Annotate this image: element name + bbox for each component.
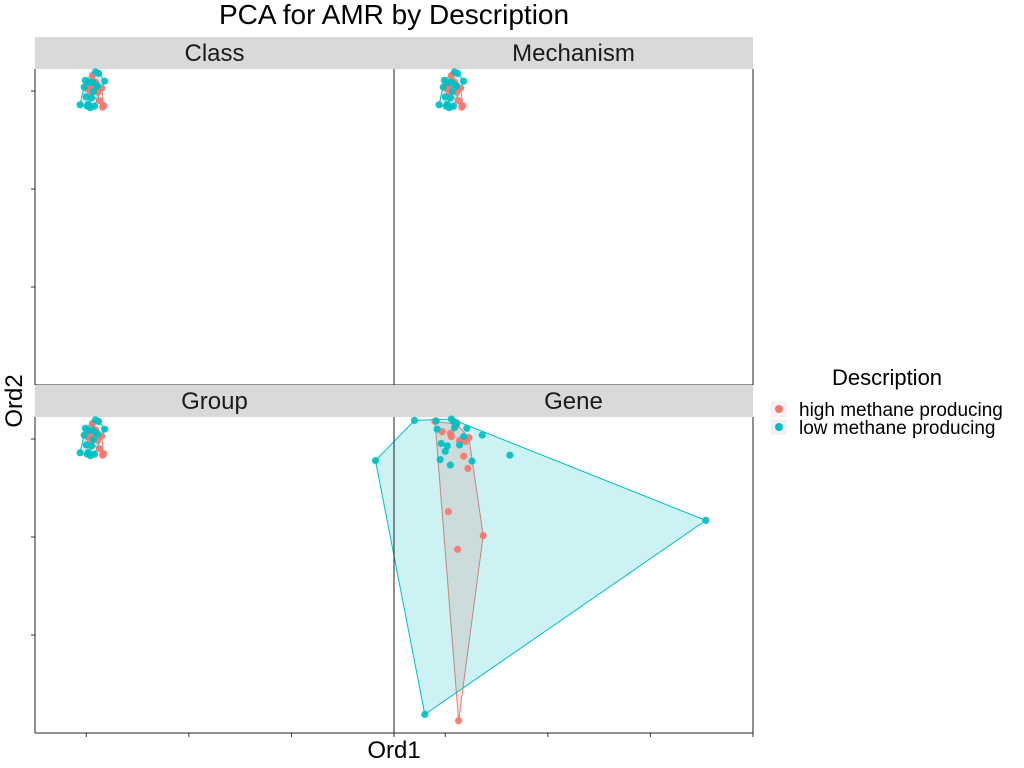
point-group-high xyxy=(96,445,104,453)
strip-group xyxy=(35,385,394,417)
point-group-low xyxy=(92,429,101,437)
point-group-low xyxy=(101,425,109,433)
point-mechanism-low xyxy=(439,83,447,91)
point-gene-low xyxy=(436,456,444,464)
point-mechanism-low xyxy=(435,101,443,109)
point-gene-high xyxy=(454,545,462,553)
point-gene-high xyxy=(447,433,455,441)
point-gene-low xyxy=(441,447,449,455)
point-gene-low xyxy=(371,457,380,465)
point-mechanism-low xyxy=(441,93,449,101)
point-gene-high xyxy=(464,464,472,472)
chart-title: PCA for AMR by Description xyxy=(219,0,569,30)
point-gene-low xyxy=(478,431,486,439)
point-gene-low xyxy=(456,441,464,449)
point-gene-high xyxy=(444,508,452,516)
point-gene-low xyxy=(443,442,451,450)
point-mechanism-high xyxy=(455,97,463,105)
legend-label-high: high methane producing xyxy=(799,400,1003,421)
point-class-low xyxy=(76,101,84,109)
legend-label-low: low methane producing xyxy=(799,418,995,439)
point-gene-low xyxy=(506,451,514,459)
point-mechanism-low xyxy=(449,102,458,110)
point-gene-low xyxy=(446,461,454,469)
strip-mechanism xyxy=(394,37,753,69)
strip-label-class: Class xyxy=(184,40,244,67)
point-mechanism-high xyxy=(458,103,466,111)
point-gene-high xyxy=(460,452,468,460)
point-group-high xyxy=(99,451,107,459)
point-class-low xyxy=(95,69,103,77)
point-mechanism-low xyxy=(451,81,460,89)
panel-mechanism: Mechanism xyxy=(393,37,754,386)
point-group-low xyxy=(89,435,98,444)
point-class-low xyxy=(101,77,109,85)
point-mechanism-low xyxy=(460,77,468,85)
point-gene-low xyxy=(433,425,441,433)
point-gene-high xyxy=(455,717,463,725)
strip-label-gene: Gene xyxy=(544,388,603,415)
point-class-low xyxy=(80,83,88,91)
point-gene-low xyxy=(702,516,710,525)
point-class-high xyxy=(96,97,104,105)
strip-label-mechanism: Mechanism xyxy=(512,40,635,67)
point-class-low xyxy=(82,93,90,101)
strip-label-group: Group xyxy=(181,388,248,415)
point-gene-low xyxy=(468,457,476,465)
legend-title: Description xyxy=(832,365,942,390)
point-mechanism-low xyxy=(454,69,462,77)
point-gene-low xyxy=(449,417,458,425)
point-mechanism-low xyxy=(448,87,457,96)
strip-gene xyxy=(394,385,753,417)
point-group-low xyxy=(84,448,92,456)
point-gene-low xyxy=(460,433,468,441)
x-axis-title: Ord1 xyxy=(367,737,420,764)
legend-key-high xyxy=(775,405,783,413)
point-gene-low xyxy=(410,416,419,424)
point-group-low xyxy=(80,431,88,439)
point-class-high xyxy=(99,103,107,111)
hull-gene-low xyxy=(374,418,707,716)
point-gene-low xyxy=(437,439,445,448)
y-axis-title: Ord2 xyxy=(1,374,28,427)
panel-gene: Gene xyxy=(371,385,754,737)
point-group-low xyxy=(82,441,90,449)
point-group-low xyxy=(76,449,84,457)
point-gene-low xyxy=(432,417,440,425)
point-gene-low xyxy=(463,424,471,432)
strip-class xyxy=(35,37,394,69)
point-class-low xyxy=(89,87,98,96)
point-class-low xyxy=(84,100,92,108)
point-class-low xyxy=(90,102,99,110)
legend-key-low xyxy=(775,423,783,431)
point-mechanism-low xyxy=(443,100,451,108)
panel-group: Group xyxy=(31,385,395,737)
point-class-low xyxy=(92,81,101,89)
panel-class: Class xyxy=(31,37,395,386)
point-gene-low xyxy=(421,710,429,719)
point-gene-high xyxy=(479,532,487,540)
point-group-low xyxy=(90,450,99,458)
point-group-low xyxy=(95,417,103,425)
facet-panels: Class Mechanism Group Gene xyxy=(31,37,754,737)
